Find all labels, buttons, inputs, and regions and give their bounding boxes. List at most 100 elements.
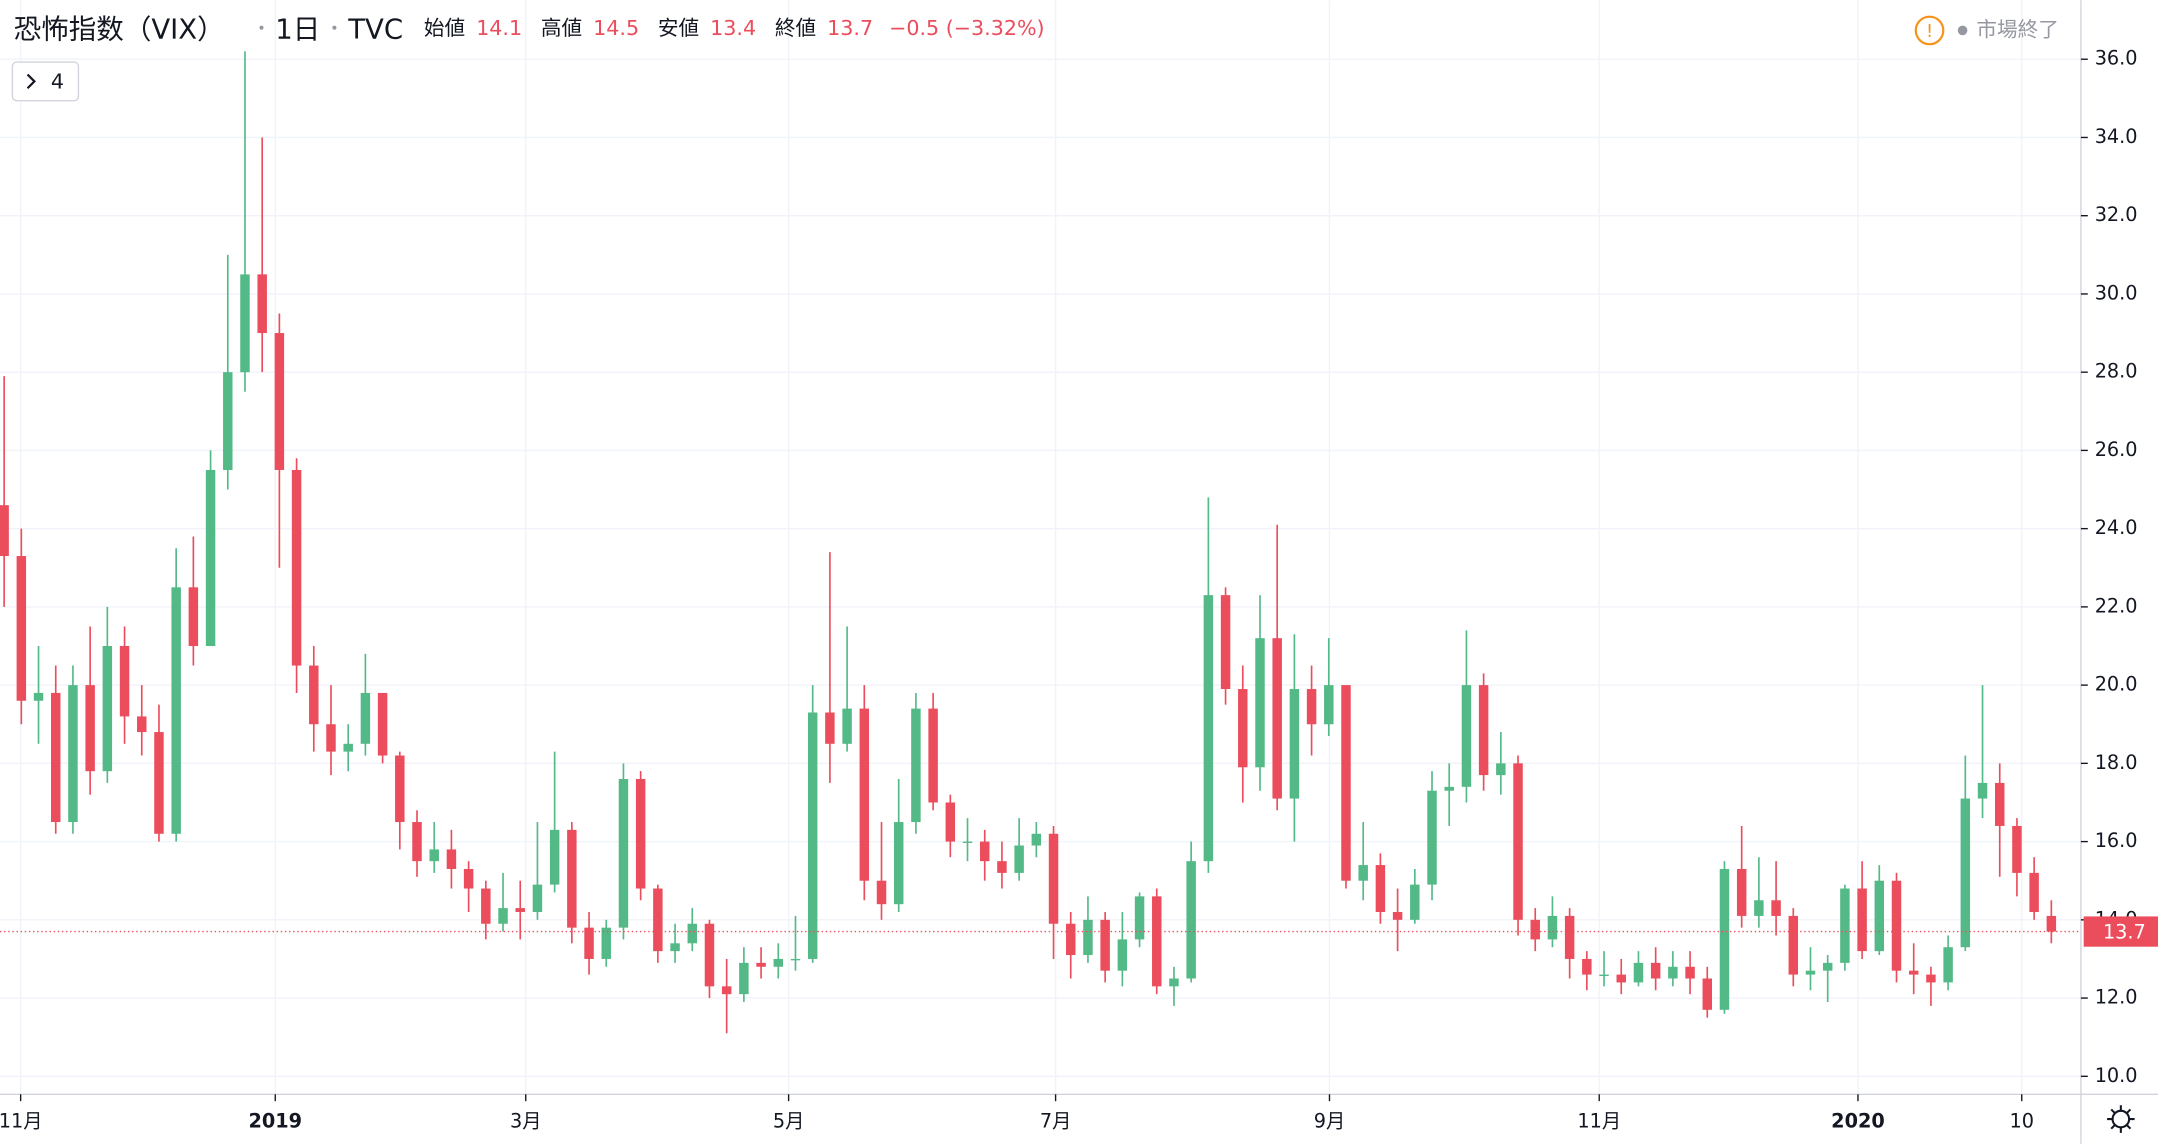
candle-body [1272,638,1282,799]
candle-body [1564,915,1575,959]
separator-dot [259,25,264,30]
candle-body [1668,966,1678,979]
chevron-icon [26,73,36,90]
last-price-label: 13.7 [2103,920,2146,943]
candle-body [773,958,784,967]
candle-body [1530,919,1540,940]
candle-body [1100,919,1110,971]
candle-body [1427,790,1437,885]
candle-body [1306,689,1317,725]
candle-body [1633,962,1644,983]
candle-body [309,665,319,725]
candle-body [119,646,130,717]
candle-body [1960,798,1971,948]
candle-body [1410,884,1420,920]
candle-body [1169,978,1179,987]
candle-body [1048,833,1059,924]
candle-body [1117,939,1128,971]
candle-body [1392,912,1403,920]
candle-body [1513,763,1523,920]
x-tick-label: 3月 [510,1109,542,1132]
candle-body [1685,966,1695,979]
candle-body [945,802,956,842]
candle-body [498,908,508,924]
candle-body [1478,685,1489,776]
button-frame[interactable] [11,61,80,102]
candle-body [721,986,732,995]
candle-body [515,908,525,913]
candle-body [463,868,474,889]
candle-body [446,849,457,869]
candle-body [756,962,766,967]
warning-icon[interactable] [1914,15,1945,46]
y-tick-label: 16.0 [2095,829,2138,852]
candle-body [240,274,250,373]
candle-body [1220,595,1231,690]
candle-body [1719,868,1730,1010]
high-value: 14.5 [593,16,639,40]
open-label: 始値 [424,16,465,40]
candle-body [928,708,938,803]
y-tick-label: 18.0 [2095,751,2138,774]
button-label[interactable]: 4 [51,70,64,94]
status-dot [1957,25,1968,36]
candle-body [1943,947,1953,983]
candle-body [68,685,78,823]
y-tick-label: 32.0 [2095,203,2138,226]
candle-body [618,779,629,928]
candle-body [395,755,405,823]
candle-body [1874,880,1885,952]
candle-body [1083,919,1093,956]
candle-body [601,927,611,959]
y-tick-label: 34.0 [2095,125,2138,148]
candle-body [1599,974,1609,976]
chart-title: 恐怖指数（VIX） [14,13,225,45]
candle-body [377,692,388,756]
candle-body [1066,923,1076,956]
candle-body [1031,833,1042,846]
candle-body [567,829,577,928]
y-tick-label: 20.0 [2095,673,2138,696]
candle-body [171,587,181,834]
candle-body [1186,861,1196,979]
candle-body [584,927,594,959]
candle-body [1994,782,2005,826]
candle-body [979,841,990,862]
candle-body [1908,970,1919,975]
settings-button[interactable] [2107,1105,2135,1133]
candle-body [1805,970,1816,975]
x-tick-label: 2019 [248,1109,302,1132]
y-tick-label: 28.0 [2095,360,2138,383]
candle-body [1341,685,1351,881]
y-tick-label: 10.0 [2095,1064,2138,1087]
interval: 1日 [275,13,320,45]
candle-body [16,556,27,701]
candle-body [1547,915,1558,940]
candle-body [360,692,371,744]
candle-body [1840,888,1850,963]
candle-body [137,716,147,733]
candle-body [2029,872,2039,913]
x-tick-label: 7月 [1040,1109,1072,1132]
series-toggle-button[interactable]: 4 [11,61,80,102]
candle-body [842,708,852,744]
high-label: 高値 [541,16,582,40]
candle-body [85,685,95,772]
candle-body [1822,962,1833,971]
candle-body [1977,782,1988,799]
candle-body [532,884,543,913]
x-tick-label: 10 [2009,1109,2034,1132]
open-value: 14.1 [476,16,522,40]
candle-body [790,958,801,961]
candle-body [1444,786,1454,791]
candle-body [274,333,285,470]
market-status[interactable]: ! 市場終了 [1914,15,2059,46]
change: −0.5 (−3.32%) [889,16,1045,40]
candles [0,51,2057,1034]
candle-body [739,962,749,995]
last-price-badge [2083,916,2158,947]
candle-body [1461,685,1472,787]
candle-body [1152,896,1162,987]
warning-mark: ! [1926,21,1933,42]
